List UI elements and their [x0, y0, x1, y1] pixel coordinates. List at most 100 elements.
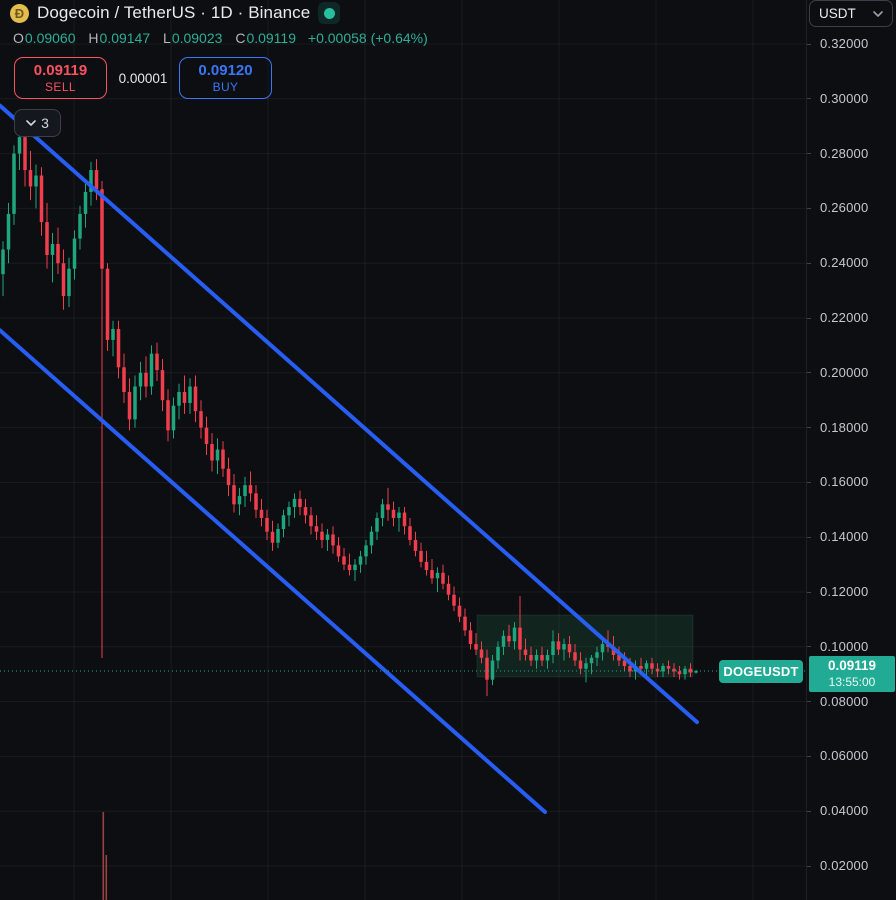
candle-body [89, 170, 93, 192]
candle-body [677, 671, 682, 675]
candle-body [94, 170, 99, 190]
candle-body [276, 528, 280, 543]
sell-button[interactable]: 0.09119 SELL [14, 57, 107, 99]
price-axis-tick [807, 646, 811, 648]
indicators-count: 3 [41, 115, 49, 131]
price-axis-label: 0.30000 [820, 90, 869, 106]
buy-button[interactable]: 0.09120 BUY [179, 57, 272, 99]
candle-body [408, 526, 412, 540]
candle-body [303, 507, 308, 516]
candle-body [270, 531, 275, 543]
price-axis-label: 0.18000 [820, 419, 869, 435]
trendline-channel-lower[interactable] [0, 328, 547, 815]
open-label: O [13, 30, 24, 46]
candle-body [430, 570, 434, 579]
candle-body [661, 665, 665, 672]
candle-body [281, 515, 286, 529]
price-axis-label: 0.12000 [820, 584, 869, 599]
candle-body [562, 644, 566, 650]
candle-body [166, 400, 170, 431]
collapsed-indicators-button[interactable]: 3 [14, 109, 61, 137]
price-axis-tick [807, 755, 811, 757]
symbol-title[interactable]: Dogecoin / TetherUS · 1D · Binance [37, 3, 311, 22]
candle-body [210, 444, 214, 461]
price-axis-label: 0.14000 [820, 529, 869, 545]
candle-body [424, 561, 429, 571]
candle-body [122, 367, 126, 392]
candle-body [518, 627, 522, 650]
candle-body [435, 572, 440, 579]
candle-body [468, 630, 473, 645]
candle-body [23, 137, 27, 171]
low-label: L [163, 30, 171, 46]
candle-body [56, 244, 60, 264]
candle-body [446, 583, 451, 595]
dogecoin-logo-icon: Đ [10, 3, 29, 23]
candle-body [336, 545, 341, 557]
price-axis-label: 0.24000 [820, 255, 869, 271]
spread-value: 0.00001 [118, 70, 168, 86]
price-axis-tick [807, 481, 811, 483]
candle-body [617, 655, 621, 661]
price-axis-tick [807, 98, 811, 100]
price-axis-label: 0.08000 [820, 693, 869, 709]
candle-body [485, 657, 489, 680]
open-value: 0.09060 [24, 30, 76, 46]
close-value: 0.09119 [246, 30, 297, 46]
candle-body [144, 372, 148, 387]
candle-body [160, 370, 165, 401]
low-value: 0.09023 [171, 30, 223, 46]
last-price-tag: 0.09119 13:55:00 [809, 656, 895, 692]
candle-body [105, 268, 110, 340]
candle-body [138, 372, 143, 387]
market-status-button[interactable] [318, 2, 341, 24]
candle-body [358, 556, 363, 565]
price-axis-label: 0.16000 [820, 474, 869, 490]
candle-body [595, 652, 599, 658]
price-axis-tick [807, 43, 811, 45]
price-axis-label: 0.20000 [820, 364, 869, 380]
candle-body [215, 449, 220, 461]
sell-label: SELL [45, 79, 76, 94]
candle-body [309, 515, 313, 527]
candle-body [600, 644, 605, 653]
price-axis-label: 0.04000 [820, 803, 869, 819]
candle-body [479, 649, 484, 658]
price-axis-label: 0.22000 [820, 310, 869, 325]
candle-body [474, 644, 478, 650]
high-label: H [88, 30, 99, 46]
high-value: 0.09147 [99, 30, 151, 46]
price-chart[interactable] [0, 0, 806, 900]
candle-body [380, 504, 385, 519]
candle-body [694, 670, 698, 673]
candle-body [100, 189, 104, 269]
price-axis[interactable]: 0.09119 13:55:00 0.32000 0.30000 0.28000 0.… [806, 0, 896, 900]
candle-body [232, 485, 236, 505]
ohlc-readout: O0.09060 H0.09147 L0.09023 C0.09119 +0.0… [13, 30, 428, 46]
candle-body [127, 391, 132, 420]
sell-price: 0.09119 [33, 61, 88, 79]
candle-body [12, 153, 16, 214]
market-open-dot-icon [323, 7, 335, 19]
candle-body [320, 531, 324, 540]
price-axis-tick [807, 317, 811, 319]
candle-body [6, 213, 11, 250]
candle-body [683, 668, 687, 675]
candle-body [666, 665, 671, 669]
candle-body [529, 655, 533, 661]
currency-select[interactable]: USDT [809, 0, 893, 27]
price-axis-tick [807, 372, 811, 374]
buy-sell-panel: 0.09119 SELL 0.00001 0.09120 BUY [14, 57, 272, 99]
candle-body [292, 498, 297, 508]
candle-body [248, 485, 253, 494]
close-label: C [235, 30, 246, 46]
chevron-down-icon [873, 10, 883, 17]
candle-body [375, 518, 379, 532]
candle-body [397, 512, 401, 519]
candle-body [237, 496, 242, 505]
price-axis-tick [807, 207, 811, 209]
price-axis-tick [807, 810, 811, 812]
trendline-channel-upper[interactable] [0, 103, 699, 725]
price-axis-tick [807, 153, 811, 155]
candle-body [688, 668, 693, 673]
